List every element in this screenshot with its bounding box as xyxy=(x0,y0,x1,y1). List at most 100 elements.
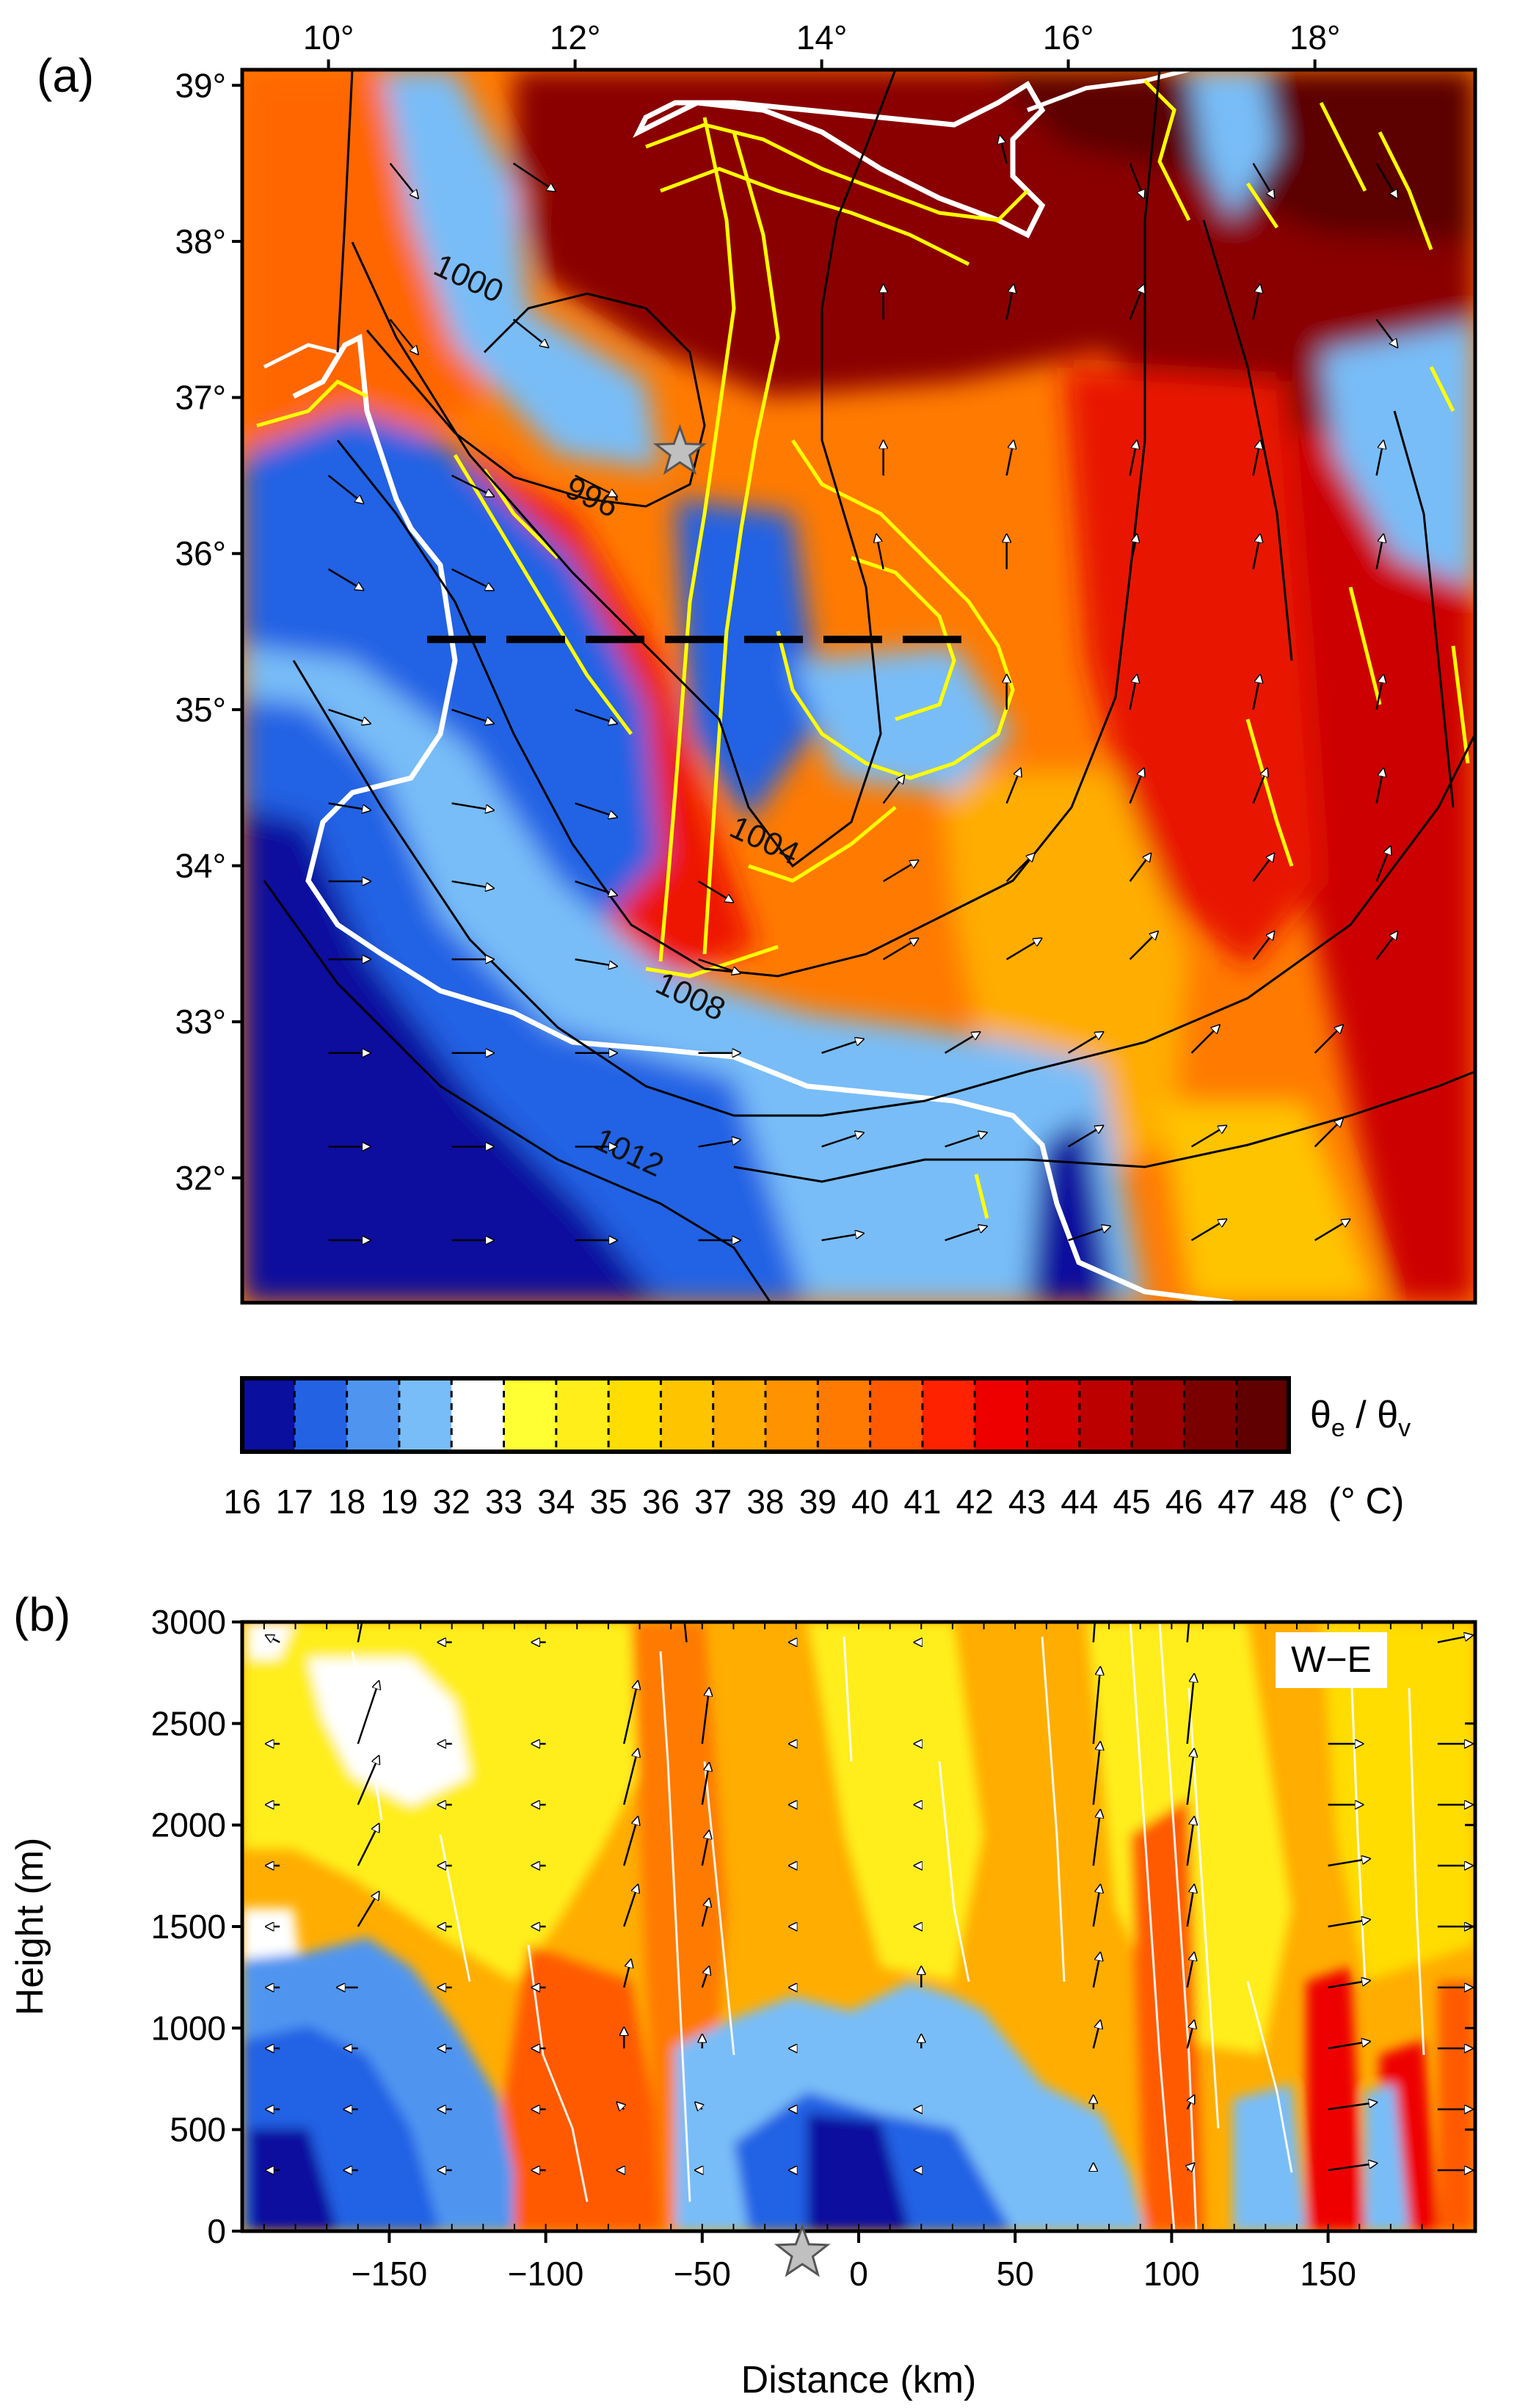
map-axes: 10° 12° 14° 16° 18° 39° 38° 37° 36° 35° 34° 33° 32° xyxy=(175,18,1340,1197)
map-x-tick-label: 12° xyxy=(550,18,601,57)
colorbar-cell xyxy=(608,1378,661,1452)
colorbar-tick-label: 39 xyxy=(799,1483,837,1521)
map-y-tick-label: 32° xyxy=(175,1159,226,1197)
wind-arrow xyxy=(697,880,734,903)
map-y-tick-label: 34° xyxy=(175,847,226,885)
wind-arrow xyxy=(1092,1885,1101,1927)
colorbar-unit: (° C) xyxy=(1328,1480,1404,1521)
x-axis-title: Distance (km) xyxy=(741,2359,977,2401)
map-x-tick-label: 10° xyxy=(303,18,354,57)
wind-arrow xyxy=(357,1622,363,1643)
wind-arrow xyxy=(1129,285,1144,320)
colorbar-tick-label: 36 xyxy=(642,1483,680,1521)
colorbar-cell xyxy=(1079,1378,1132,1452)
wind-arrow xyxy=(1000,136,1008,164)
colorbar-tick-label: 33 xyxy=(485,1483,523,1521)
wind-arrow xyxy=(451,708,494,724)
wind-arrow xyxy=(701,1763,710,1805)
panel-a-label: (a) xyxy=(37,49,94,102)
wind-arrow xyxy=(1005,440,1014,476)
colorbar-tick-label: 45 xyxy=(1113,1483,1151,1521)
wind-arrow xyxy=(1328,2103,1378,2111)
section-y-tick-label: 1500 xyxy=(151,1907,226,1946)
wind-arrow xyxy=(1129,534,1138,570)
wind-arrow xyxy=(357,1756,379,1805)
wind-arrow xyxy=(575,802,617,817)
wind-arrow xyxy=(1375,846,1391,882)
wind-arrow xyxy=(882,860,919,882)
colorbar-cell xyxy=(294,1378,348,1452)
wind-arrow xyxy=(701,1688,710,1745)
wind-arrow xyxy=(882,939,919,961)
colorbar-cell xyxy=(870,1378,923,1452)
wind-arrow xyxy=(1190,1126,1227,1148)
wind-arrow xyxy=(1328,1981,1370,1989)
direction-label: W−E xyxy=(1291,1639,1372,1680)
wind-arrow xyxy=(622,1681,638,1745)
wind-arrow xyxy=(944,1032,981,1054)
colorbar-cell xyxy=(975,1378,1028,1452)
wind-arrow xyxy=(1375,768,1384,804)
wind-arrow xyxy=(575,708,617,724)
wind-arrow xyxy=(821,1039,864,1054)
section-x-tick-label: 100 xyxy=(1143,2255,1200,2293)
colorbar-cell xyxy=(1132,1378,1185,1452)
panel-b-label: (b) xyxy=(13,1588,70,1641)
wind-arrow xyxy=(1328,2042,1370,2050)
wind-arrow xyxy=(1092,2020,1101,2049)
wind-arrow xyxy=(1328,1920,1370,1928)
wind-arrow xyxy=(1252,854,1275,882)
wind-arrow xyxy=(328,708,371,724)
colorbar-cell xyxy=(503,1378,557,1452)
colorbar-cell xyxy=(399,1378,452,1452)
wind-arrow xyxy=(1129,931,1158,961)
wind-arrow xyxy=(451,880,494,889)
wind-arrow xyxy=(1375,440,1384,476)
wind-arrow xyxy=(683,1622,688,1643)
wind-arrow xyxy=(1314,1118,1343,1148)
wind-arrow xyxy=(622,1960,631,1988)
wind-arrow xyxy=(1067,1126,1104,1148)
colorbar-tick-label: 38 xyxy=(746,1483,784,1521)
wind-arrow xyxy=(357,1824,379,1866)
wind-arrow xyxy=(1252,162,1275,199)
section-y-tick-label: 0 xyxy=(207,2212,226,2250)
wind-arrow xyxy=(945,1226,987,1242)
colorbar-title: θe / θv xyxy=(1310,1394,1411,1442)
wind-arrow xyxy=(1252,674,1261,710)
wind-vectors-map xyxy=(327,136,1398,1242)
wind-arrow xyxy=(698,958,741,973)
y-axis-title: Height (m) xyxy=(9,1838,51,2016)
wind-arrow xyxy=(1187,2164,1195,2171)
wind-arrow xyxy=(623,1885,638,1927)
wind-arrow xyxy=(1252,931,1275,960)
wind-arrow xyxy=(1186,1817,1195,1866)
wind-arrow xyxy=(266,1635,280,1643)
wind-arrow xyxy=(1068,1226,1110,1242)
location-star-marker xyxy=(652,423,707,476)
wind-arrow xyxy=(1252,285,1261,320)
colorbar-theta-2: θ xyxy=(1377,1394,1398,1436)
wind-arrow xyxy=(1129,768,1144,804)
wind-arrow xyxy=(622,1749,638,1805)
section-axes: −150 −100 −50 0 50 100 15005001000150020002500… xyxy=(151,1603,1475,2293)
colorbar-cell xyxy=(1027,1378,1080,1452)
colorbar-tick-label: 32 xyxy=(433,1483,470,1521)
colorbar-tick-label: 46 xyxy=(1165,1483,1203,1521)
wind-arrow xyxy=(1190,1025,1220,1054)
colorbar-cell xyxy=(1184,1378,1237,1452)
map-x-tick-label: 18° xyxy=(1289,18,1341,57)
wind-arrow xyxy=(1092,1742,1101,1805)
map-frame xyxy=(240,68,1477,1305)
map-y-tick-label: 39° xyxy=(175,66,226,104)
colorbar-theta-1: θ xyxy=(1310,1394,1331,1436)
wind-arrow xyxy=(701,1967,710,1988)
colorbar-cell xyxy=(556,1378,609,1452)
colorbar-cell xyxy=(346,1378,400,1452)
wind-arrow xyxy=(623,1817,638,1866)
colorbar-tick-label: 35 xyxy=(590,1483,627,1521)
wind-arrow xyxy=(1314,1219,1350,1242)
colorbar-cell xyxy=(922,1378,975,1452)
